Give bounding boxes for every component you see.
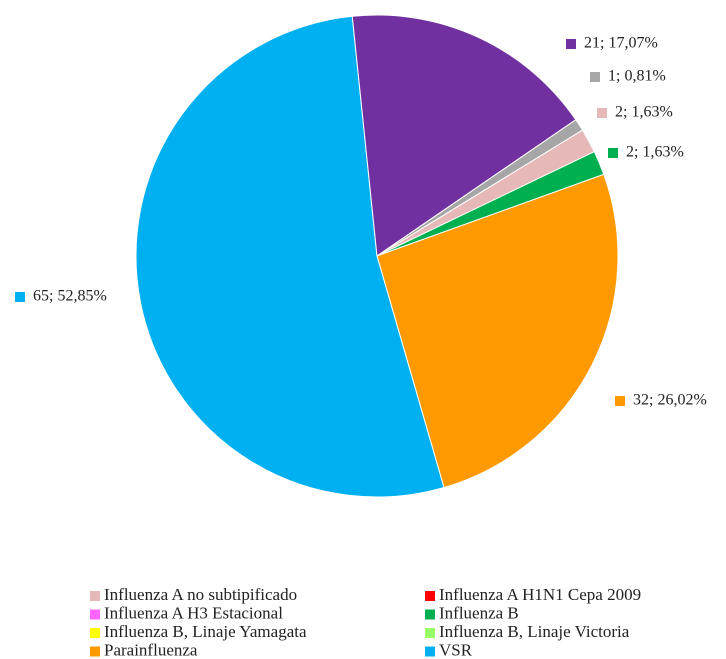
legend-key [425, 609, 435, 620]
label-key [590, 72, 600, 82]
legend-label: Influenza B, Linaje Yamagata [104, 622, 307, 641]
pie-slice [376, 173, 619, 489]
data-label: 32; 26,02% [633, 392, 707, 409]
legend-label: Influenza B [439, 603, 519, 622]
label-key [15, 292, 25, 302]
legend-key [425, 628, 435, 638]
label-key [566, 39, 576, 49]
legend-label: Influenza B, Linaje Victoria [439, 622, 630, 641]
legend-key [90, 646, 100, 657]
pie-slice [135, 15, 445, 498]
label-key [608, 148, 618, 158]
legend-label: Influenza A H1N1 Cepa 2009 [439, 585, 641, 604]
pie-slice [376, 119, 584, 257]
legend-label: Parainfluenza [104, 640, 198, 659]
legend-key [425, 591, 435, 601]
legend-label: Influenza A H3 Estacional [104, 603, 283, 622]
data-label: 1; 0,81% [608, 68, 666, 85]
legend-key [90, 628, 100, 638]
data-label: 21; 17,07% [584, 35, 658, 52]
pie-slice [351, 14, 577, 257]
data-label: 2; 1,63% [615, 104, 673, 121]
legend-key [90, 591, 100, 601]
label-key [615, 396, 625, 406]
data-label: 65; 52,85% [33, 288, 107, 305]
label-key [597, 108, 607, 118]
legend-key [425, 646, 435, 657]
data-label: 2; 1,63% [626, 144, 684, 161]
legend-label: VSR [439, 640, 473, 659]
legend-label: Influenza A no subtipificado [104, 585, 297, 604]
legend-key [90, 609, 100, 620]
